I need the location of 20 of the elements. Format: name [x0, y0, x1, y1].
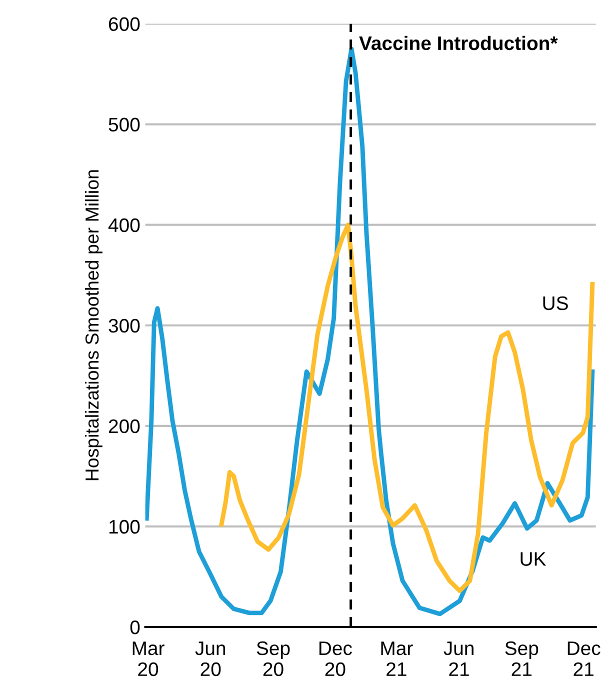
- y-axis-title: Hospitalizations Smoothed per Million: [84, 170, 102, 480]
- y-tick-label: 300: [108, 318, 140, 333]
- ref-line-label: Vaccine Introduction*: [359, 36, 558, 50]
- x-tick-label: Dec 21: [568, 642, 600, 676]
- x-tick-label: Sep 21: [505, 641, 538, 676]
- line-series: [219, 222, 595, 594]
- x-tick-label: Mar 21: [381, 642, 413, 676]
- y-tick-label: 0: [130, 620, 140, 634]
- x-tick-label: Sep 20: [256, 641, 290, 676]
- y-tick-label: 600: [108, 17, 140, 32]
- y-tick-label: 200: [108, 419, 140, 434]
- x-tick-label: Mar 20: [132, 642, 164, 676]
- y-tick-label: 400: [108, 218, 140, 232]
- x-tick-label: Dec 20: [319, 642, 352, 676]
- series-label: UK: [520, 552, 546, 566]
- y-tick-label: 100: [109, 520, 140, 534]
- series-label: US: [543, 296, 568, 310]
- y-tick-label: 500: [108, 118, 140, 132]
- x-tick-label: Jun 20: [195, 642, 226, 676]
- x-tick-label: Jun 21: [444, 642, 474, 676]
